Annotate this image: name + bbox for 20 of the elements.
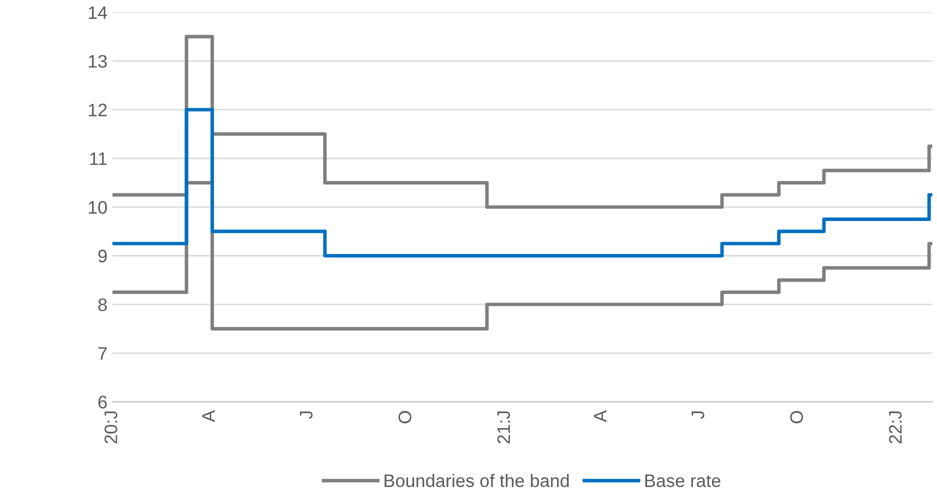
y-tick-label: 8: [98, 298, 107, 312]
x-tick-label: 21:J: [497, 411, 510, 444]
x-tick-label: A: [202, 410, 215, 422]
y-tick-label: 6: [98, 396, 107, 409]
x-tick-label: J: [692, 411, 704, 419]
x-tick-label: 20:J: [104, 411, 118, 444]
x-tick-label: O: [398, 410, 412, 424]
y-tick-label: 13: [88, 54, 107, 68]
y-tick-label: 10: [88, 200, 107, 214]
legend-label: Boundaries of the band: [384, 474, 569, 488]
y-tick-label: 14: [88, 6, 108, 19]
x-tick-label: A: [594, 410, 606, 422]
x-tick-label: 22:J: [888, 411, 902, 444]
x-tick-label: O: [790, 410, 804, 424]
y-tick-label: 11: [90, 152, 107, 165]
legend-label: Base rate: [645, 474, 720, 488]
y-tick-label: 7: [98, 347, 107, 360]
y-tick-label: 12: [88, 104, 107, 116]
x-tick-label: J: [300, 411, 313, 419]
y-tick-label: 9: [98, 250, 107, 262]
